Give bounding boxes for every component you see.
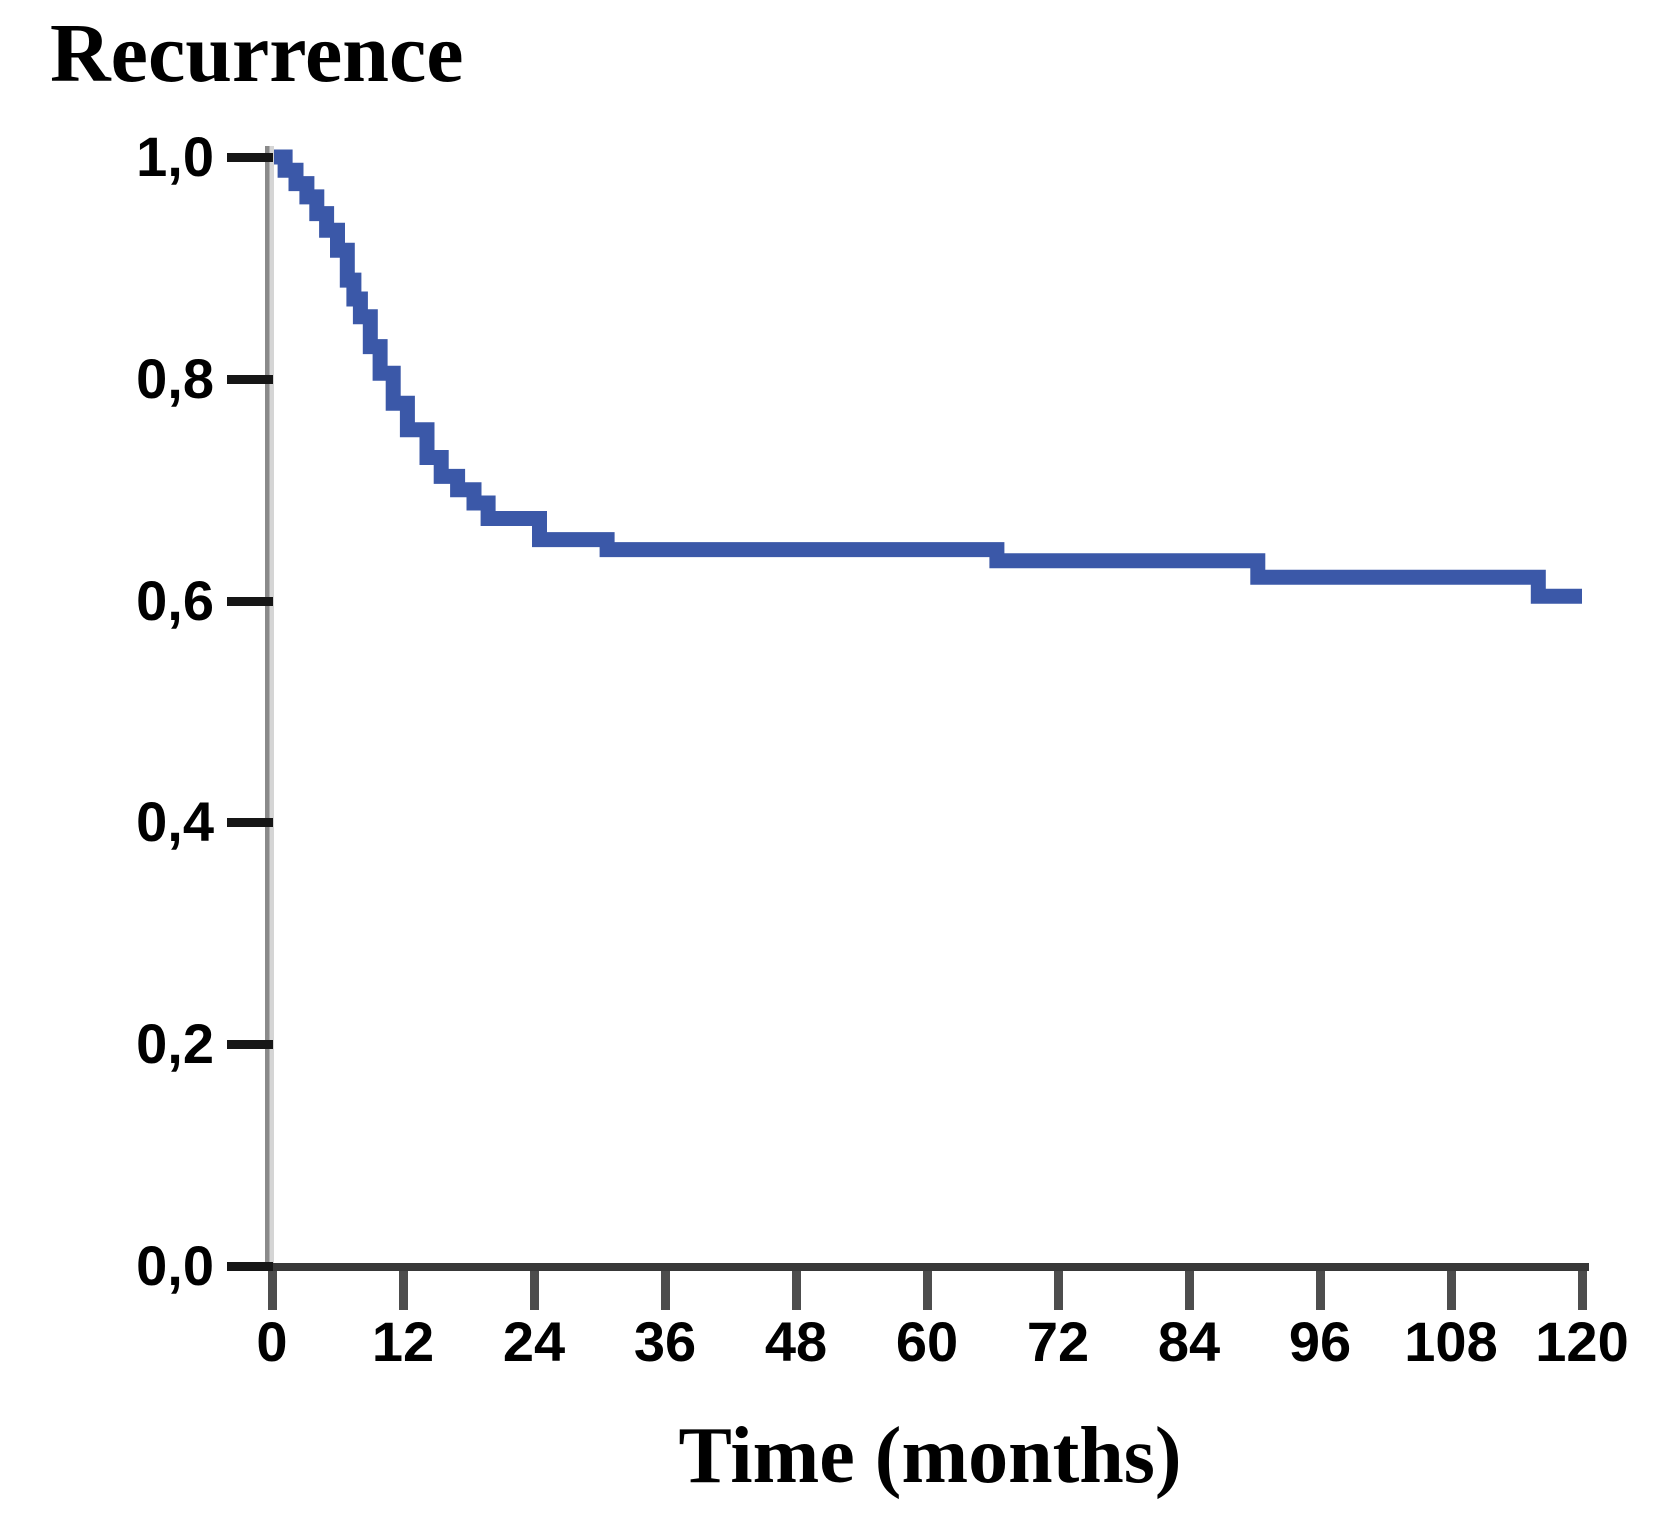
- x-tick-label: 60: [895, 1310, 959, 1373]
- y-axis-line: [265, 146, 274, 1271]
- x-tick-label: 24: [502, 1310, 566, 1373]
- x-tick-mark: [1054, 1271, 1063, 1310]
- x-tick-mark: [1578, 1271, 1587, 1310]
- y-tick-label: 0,6: [136, 568, 214, 632]
- x-tick-mark: [530, 1271, 539, 1310]
- y-tick-mark: [227, 153, 273, 162]
- x-axis-title: Time (months): [678, 1412, 1182, 1500]
- x-tick-label: 108: [1404, 1310, 1498, 1373]
- recurrence-survival-curve: [272, 149, 1582, 604]
- y-tick-mark: [227, 1262, 273, 1271]
- x-tick-mark: [1185, 1271, 1194, 1310]
- x-tick-label: 12: [371, 1310, 435, 1373]
- y-tick-mark: [227, 374, 273, 384]
- x-tick-mark: [399, 1271, 408, 1310]
- y-tick-mark: [227, 596, 273, 606]
- y-tick-mark: [227, 818, 273, 828]
- chart-title: Recurrence: [50, 7, 464, 100]
- x-tick-label: 36: [633, 1310, 697, 1373]
- y-tick-label: 1,0: [136, 125, 214, 188]
- x-tick-mark: [1447, 1271, 1456, 1310]
- x-tick-label: 96: [1288, 1310, 1352, 1373]
- y-tick-label: 0,4: [136, 790, 214, 854]
- x-tick-label: 72: [1026, 1310, 1090, 1373]
- y-tick-label: 0,0: [136, 1234, 214, 1297]
- x-tick-label: 0: [256, 1310, 288, 1373]
- x-tick-label: 120: [1535, 1310, 1629, 1373]
- x-tick-mark: [923, 1271, 932, 1310]
- x-tick-label: 48: [764, 1310, 828, 1373]
- y-tick-label: 0,8: [136, 346, 214, 410]
- x-tick-mark: [268, 1271, 277, 1310]
- x-tick-mark: [1316, 1271, 1325, 1310]
- x-tick-label: 84: [1157, 1310, 1221, 1373]
- x-tick-mark: [792, 1271, 801, 1310]
- y-tick-mark: [227, 1040, 273, 1050]
- y-tick-label: 0,2: [136, 1012, 214, 1076]
- x-axis-line: [227, 1263, 1589, 1271]
- x-tick-mark: [661, 1271, 670, 1310]
